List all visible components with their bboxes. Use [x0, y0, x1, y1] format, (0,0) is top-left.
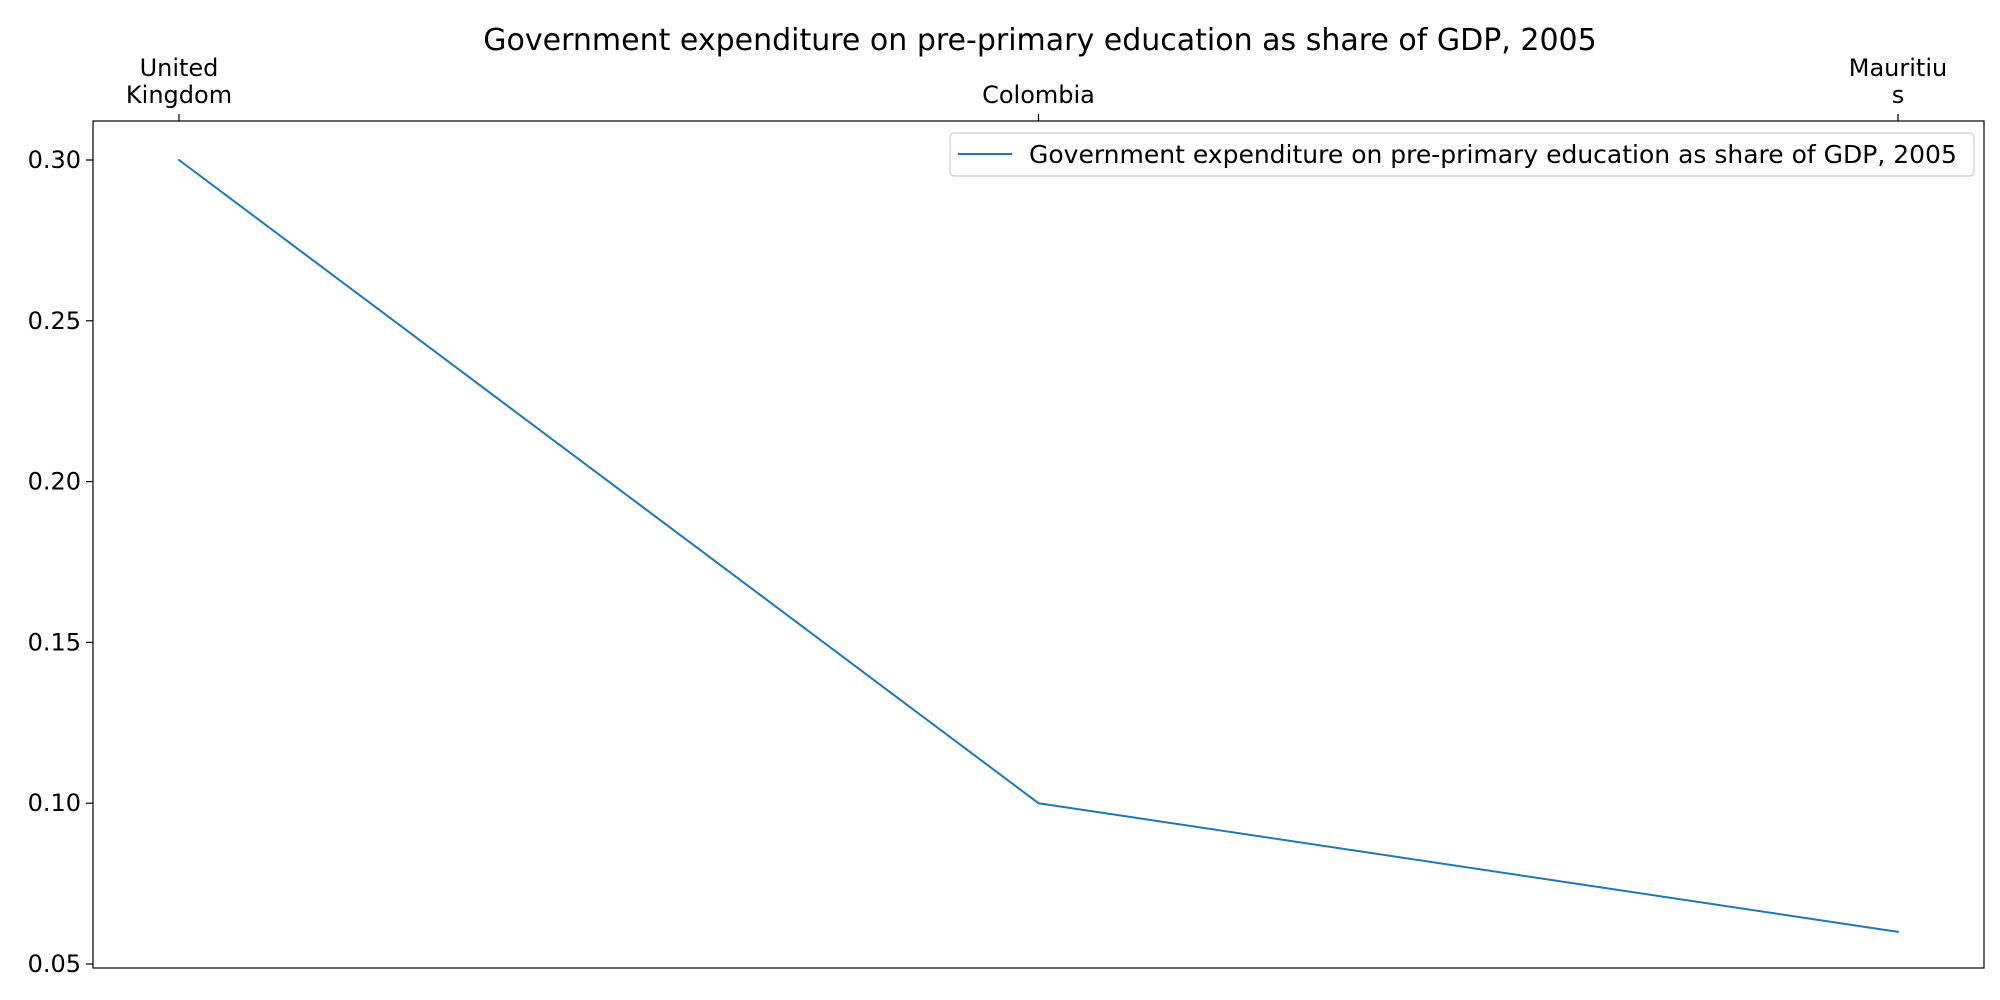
series-line: [178, 159, 1899, 933]
x-tick-label: Kingdom: [126, 81, 232, 109]
y-tick-label: 0.05: [28, 950, 81, 978]
y-tick-label: 0.20: [28, 468, 81, 496]
y-tick-label: 0.15: [28, 628, 81, 656]
x-tick-label: United: [140, 54, 219, 82]
x-tick-label: Colombia: [982, 81, 1095, 109]
legend: Government expenditure on pre-primary ed…: [949, 132, 1975, 177]
legend-label: Government expenditure on pre-primary ed…: [1029, 140, 1957, 169]
legend-box: [949, 132, 1975, 177]
data-point: [1897, 930, 1899, 933]
series-layer: [178, 159, 1899, 933]
y-axis: 0.05 0.10 0.15 0.20 0.25 0.30: [28, 146, 93, 978]
data-point: [178, 159, 180, 161]
y-tick-label: 0.10: [28, 789, 81, 817]
plot-area: [92, 120, 1985, 969]
data-point: [1037, 802, 1040, 805]
x-tick-label: s: [1892, 81, 1905, 109]
x-tick-label: Mauritiu: [1849, 54, 1947, 82]
y-tick-label: 0.30: [28, 146, 81, 174]
chart-title: Government expenditure on pre-primary ed…: [483, 23, 1596, 58]
y-tick-label: 0.25: [28, 307, 81, 335]
